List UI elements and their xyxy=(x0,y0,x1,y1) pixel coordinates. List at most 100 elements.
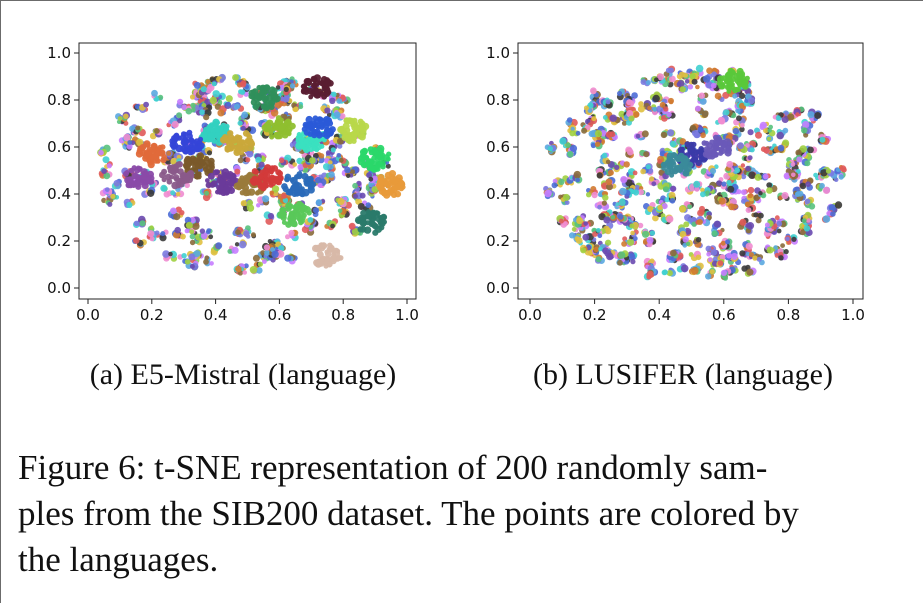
scatter-point xyxy=(160,231,166,237)
x-tick-label: 1.0 xyxy=(841,306,865,324)
scatter-point xyxy=(174,226,181,234)
scatter-point xyxy=(710,82,717,89)
scatter-point xyxy=(569,130,576,137)
scatter-point xyxy=(635,133,641,139)
scatter-point xyxy=(575,130,581,136)
scatter-point xyxy=(703,75,711,83)
scatter-point xyxy=(654,77,659,82)
figure-caption: Figure 6: t-SNE representation of 200 ra… xyxy=(18,445,913,583)
scatter-point xyxy=(776,131,784,140)
scatter-point xyxy=(586,192,592,198)
subcaption-b: (b) LUSIFER (language) xyxy=(533,358,833,391)
scatter-point xyxy=(720,269,728,276)
scatter-point xyxy=(740,122,745,128)
y-tick-label: 0.0 xyxy=(486,279,510,297)
scatter-point xyxy=(564,200,570,206)
scatter-point xyxy=(558,178,565,185)
scatter-point xyxy=(785,236,790,242)
scatter-point xyxy=(243,263,249,269)
scatter-point xyxy=(706,67,713,74)
scatter-point xyxy=(630,259,636,265)
scatter-point xyxy=(597,233,603,239)
caption-line: ples from the SIB200 dataset. The points… xyxy=(18,494,799,533)
scatter-point xyxy=(620,176,628,184)
scatter-point xyxy=(606,252,614,261)
scatter-point xyxy=(591,191,598,199)
scatter-point xyxy=(752,255,758,261)
scatter-point xyxy=(695,84,700,90)
scatter-point xyxy=(780,243,785,249)
scatter-point xyxy=(808,203,816,210)
scatter-point xyxy=(638,101,644,107)
scatter-point xyxy=(679,206,686,213)
scatter-point xyxy=(609,114,617,122)
scatter-point xyxy=(685,241,691,246)
scatter-point xyxy=(757,212,764,219)
scatter-point xyxy=(721,181,727,187)
scatter-point xyxy=(747,155,753,161)
scatter-point xyxy=(544,189,552,198)
scatter-point xyxy=(726,160,734,168)
cluster-point xyxy=(677,152,685,160)
cluster-point xyxy=(726,85,733,92)
cluster-point xyxy=(664,162,672,170)
scatter-point xyxy=(699,205,705,212)
scatter-point xyxy=(604,227,612,235)
scatter-point xyxy=(562,193,570,201)
scatter-point xyxy=(819,182,825,189)
x-tick-label: 0.2 xyxy=(583,306,607,324)
scatter-point xyxy=(693,180,701,188)
points-layer xyxy=(543,64,847,281)
scatter-point xyxy=(576,217,584,225)
cluster-point xyxy=(683,165,689,171)
scatter-point xyxy=(547,146,553,152)
scatter-point xyxy=(615,202,620,207)
scatter-point xyxy=(180,233,186,240)
scatter-point xyxy=(668,97,674,104)
scatter-point xyxy=(740,163,746,168)
scatter-point xyxy=(822,215,831,223)
scatter-point xyxy=(627,238,635,246)
scatter-point xyxy=(215,242,223,250)
scatter-point xyxy=(801,218,807,224)
scatter-point xyxy=(713,220,721,228)
scatter-point xyxy=(813,172,818,178)
scatter-point xyxy=(791,172,796,178)
x-tick-label: 0.4 xyxy=(647,306,671,324)
scatter-point xyxy=(739,250,746,257)
caption-line: the languages. xyxy=(18,540,219,579)
scatter-point xyxy=(814,112,822,119)
scatter-point xyxy=(594,130,603,138)
scatter-point xyxy=(705,190,710,195)
scatter-point xyxy=(159,234,167,242)
scatter-point xyxy=(834,201,843,209)
scatter-point xyxy=(641,130,649,138)
scatter-point xyxy=(679,86,686,93)
scatter-point xyxy=(551,182,558,189)
scatter-point xyxy=(162,250,170,258)
scatter-point xyxy=(595,256,602,263)
x-axis: 0.0 0.2 0.4 0.6 0.8 1.0 xyxy=(518,299,865,324)
scatter-point xyxy=(623,161,630,168)
cluster-point xyxy=(722,140,728,147)
scatter-point xyxy=(563,221,568,227)
scatter-point xyxy=(732,127,740,135)
scatter-point xyxy=(601,152,608,159)
scatter-point xyxy=(766,187,773,194)
scatter-point xyxy=(580,247,587,254)
scatter-point xyxy=(732,93,738,99)
points-layer xyxy=(97,73,406,276)
scatter-point xyxy=(764,222,770,228)
scatter-point xyxy=(796,156,803,163)
scatter-point xyxy=(748,97,755,105)
scatter-point xyxy=(726,179,732,186)
x-tick-label: 0.6 xyxy=(712,306,736,324)
scatter-point xyxy=(746,268,754,276)
scatter-point xyxy=(825,168,832,174)
scatter-point xyxy=(739,218,747,226)
frame-left-border xyxy=(0,0,1,603)
scatter-point xyxy=(725,239,731,245)
scatter-point xyxy=(619,187,627,196)
scatter-point xyxy=(741,189,747,196)
scatter-point xyxy=(776,115,781,121)
